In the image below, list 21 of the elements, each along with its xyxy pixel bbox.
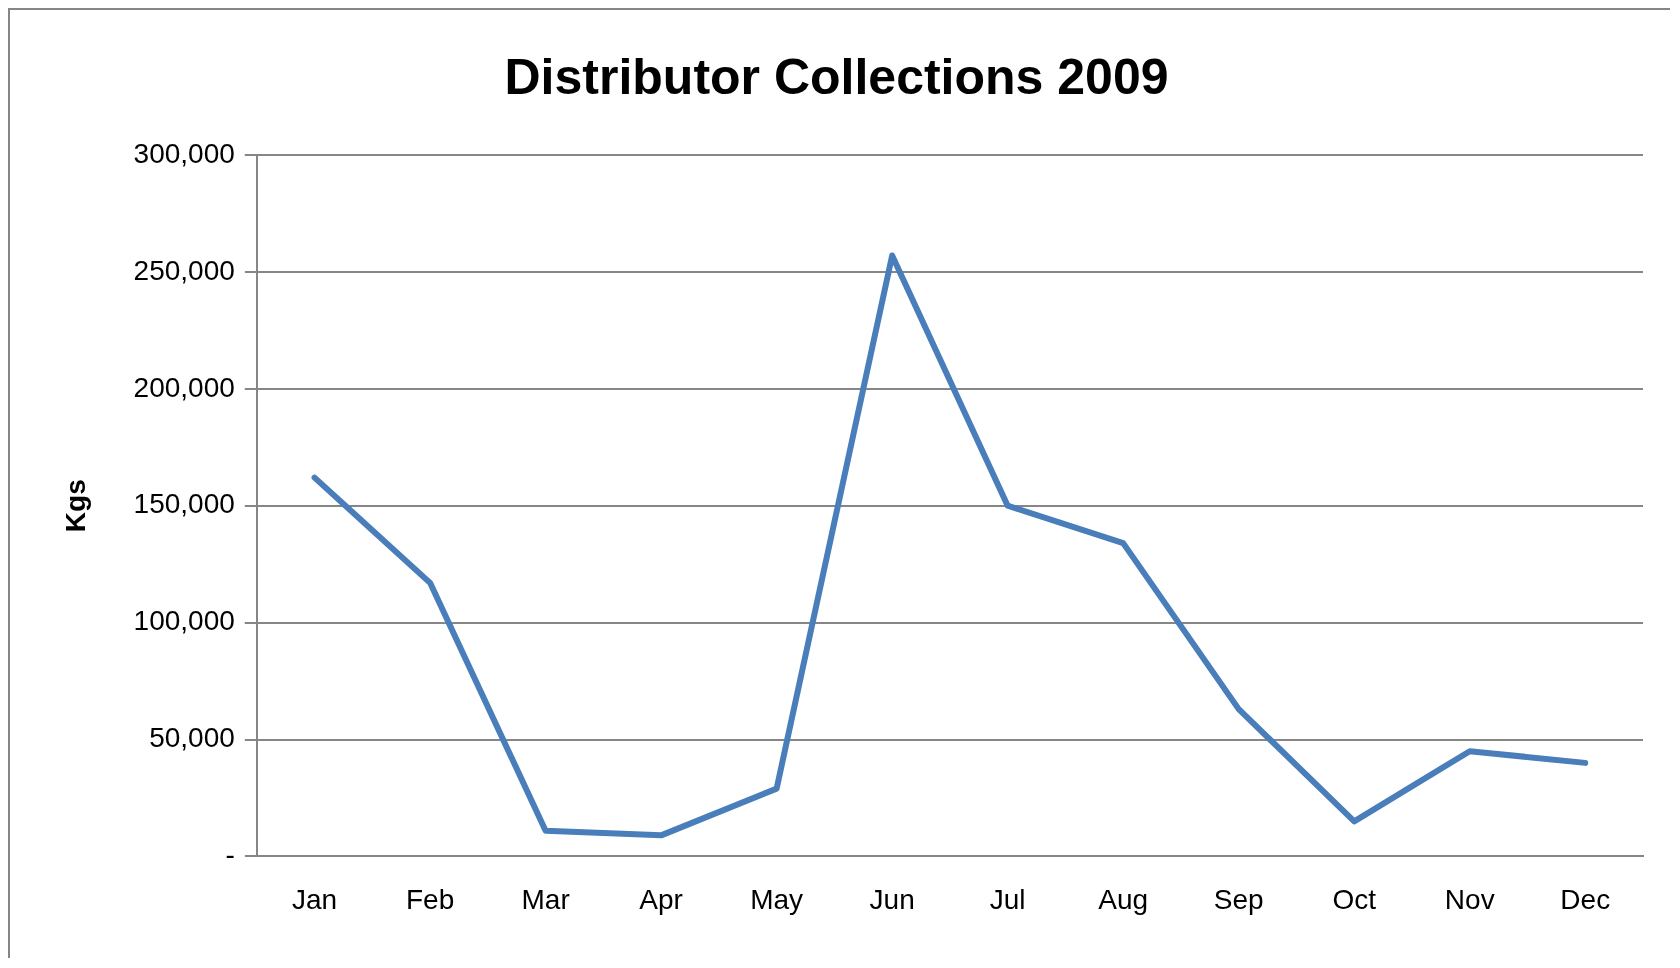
chart-title: Distributor Collections 2009 (504, 48, 1169, 105)
x-tick-label: Jun (869, 883, 915, 915)
x-tick-label: Jan (291, 883, 338, 915)
y-tick-label: 100,000 (133, 605, 235, 637)
x-tick-label: Mar (521, 883, 570, 915)
y-tick-label: 200,000 (133, 371, 235, 403)
x-tick-label: Jul (989, 883, 1026, 915)
y-tick-label: 150,000 (133, 488, 235, 520)
x-tick-label: Sep (1213, 883, 1264, 915)
y-tick-label: - (225, 839, 235, 871)
y-axis-title: Kgs (59, 479, 91, 533)
y-tick-label: 250,000 (133, 254, 235, 286)
y-tick-label: 50,000 (149, 722, 235, 754)
x-tick-label: Oct (1332, 883, 1377, 915)
x-tick-label: Nov (1444, 883, 1495, 915)
x-tick-label: Aug (1098, 883, 1149, 915)
x-tick-label: Dec (1560, 883, 1611, 915)
x-tick-label: Apr (639, 883, 683, 915)
y-tick-label: 300,000 (133, 137, 235, 169)
x-tick-label: Feb (405, 883, 455, 915)
x-tick-label: May (750, 883, 804, 915)
